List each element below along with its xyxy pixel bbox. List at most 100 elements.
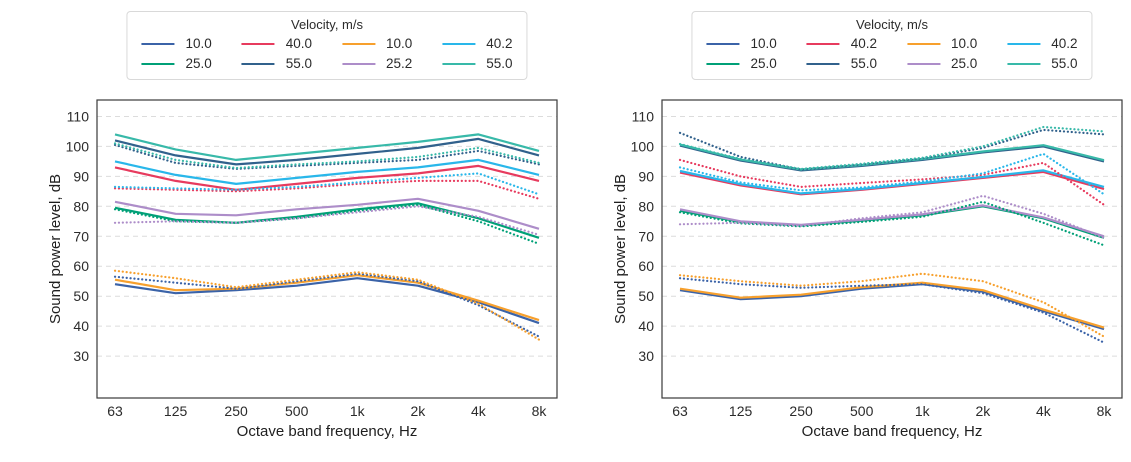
- legend-entry-label: 25.2: [386, 56, 413, 71]
- series-line-navy-solid-55.0: [114, 137, 540, 166]
- x-tick-label: 8k: [532, 403, 548, 419]
- legend-line-swatch: [806, 42, 840, 45]
- legend-line-swatch: [241, 62, 275, 65]
- legend-entry-label: 10.0: [750, 36, 777, 51]
- y-tick-label: 30: [73, 348, 89, 364]
- series-line-purple-dotted-25.0: [678, 194, 1106, 239]
- series-line-navy-solid-55.0: [679, 144, 1105, 172]
- left-chart: Velocity, m/s 10.0 40.0 10.0 40.2 25.0 55.0 25.…: [0, 0, 565, 462]
- legend: Velocity, m/s 10.0 40.0 10.0 40.2 25.0 55.0 25.…: [126, 11, 528, 80]
- y-tick-label: 100: [631, 138, 655, 154]
- legend-line-swatch: [806, 62, 840, 65]
- legend-entry-label: 40.2: [850, 36, 877, 51]
- series-line-cyan-dotted-40.2: [678, 152, 1106, 196]
- legend-entry: 55.0: [442, 56, 513, 71]
- legend-line-swatch: [907, 62, 940, 65]
- legend-line-swatch: [706, 42, 740, 45]
- legend-entry-label: 40.0: [285, 36, 312, 51]
- series-line-teal-dotted-55.0: [113, 142, 541, 170]
- legend-entry-label: 10.0: [951, 36, 978, 51]
- series-line-red-dotted-40.0: [113, 179, 541, 200]
- x-tick-label: 2k: [976, 403, 992, 419]
- legend-line-swatch: [706, 62, 740, 65]
- y-tick-label: 50: [73, 288, 89, 304]
- y-tick-label: 110: [632, 109, 655, 125]
- legend-line-swatch: [1007, 62, 1041, 65]
- y-tick-label: 60: [73, 258, 89, 274]
- y-tick-label: 90: [73, 168, 89, 184]
- x-tick-label: 4k: [1036, 403, 1052, 419]
- y-tick-label: 70: [73, 228, 89, 244]
- series-line-green-dotted-25.0: [678, 200, 1106, 247]
- series-line-blue-dotted-10.0: [678, 277, 1106, 344]
- series-line-orange-solid-10.0: [114, 274, 540, 322]
- y-tick-label: 110: [67, 109, 90, 125]
- legend: Velocity, m/s 10.0 40.2 10.0 40.2 25.0 55.0 25.…: [691, 11, 1093, 80]
- series-line-purple-solid-25.2: [114, 197, 540, 230]
- legend-line-swatch: [1007, 42, 1041, 45]
- plot-border: [661, 99, 1123, 399]
- y-tick-label: 70: [638, 228, 654, 244]
- x-tick-label: 63: [107, 403, 123, 419]
- legend-entry: 10.0: [342, 36, 412, 51]
- legend-line-swatch: [241, 42, 275, 45]
- series-line-purple-solid-25.0: [679, 204, 1105, 238]
- series-line-cyan-solid-40.2: [679, 169, 1105, 195]
- legend-line-swatch: [342, 62, 375, 65]
- legend-entry: 10.0: [706, 36, 777, 51]
- legend-entry: 40.0: [241, 36, 312, 51]
- plot-area: 110 100 90 80 70 60 50 40 30 63 125 250 500 1k 2k 4k 8k O…: [612, 99, 1123, 440]
- y-tick-label: 30: [638, 348, 654, 364]
- legend-entry-label: 55.0: [285, 56, 312, 71]
- y-tick-label: 40: [73, 318, 89, 334]
- x-tick-label: 4k: [471, 403, 487, 419]
- x-tick-label: 250: [789, 403, 813, 419]
- legend-entry: 55.0: [806, 56, 877, 71]
- x-tick-label: 250: [224, 403, 248, 419]
- legend-entry: 55.0: [241, 56, 312, 71]
- x-tick-label: 1k: [915, 403, 931, 419]
- series-line-blue-dotted-10.0: [113, 272, 541, 338]
- legend-line-swatch: [442, 62, 476, 65]
- legend-entry: 40.2: [1007, 36, 1078, 51]
- legend-line-swatch: [442, 42, 476, 45]
- x-tick-label: 8k: [1097, 403, 1113, 419]
- legend-line-swatch: [141, 62, 175, 65]
- x-tick-label: 63: [672, 403, 688, 419]
- legend-line-swatch: [342, 42, 375, 45]
- series-line-green-solid-25.0: [114, 202, 540, 239]
- x-tick-label: 125: [164, 403, 188, 419]
- series-line-teal-dotted-55.0: [678, 125, 1106, 170]
- series-line-orange-solid-10.0: [679, 281, 1105, 329]
- legend-line-swatch: [907, 42, 940, 45]
- x-tick-label: 2k: [411, 403, 427, 419]
- x-tick-label: 125: [729, 403, 753, 419]
- legend-entry-label: 10.0: [185, 36, 212, 51]
- y-axis-label: Sound power level, dB: [47, 174, 64, 324]
- legend-entry: 25.2: [342, 56, 412, 71]
- y-tick-label: 100: [66, 138, 90, 154]
- legend-entry-label: 55.0: [486, 56, 513, 71]
- y-tick-label: 50: [638, 288, 654, 304]
- y-tick-label: 90: [638, 168, 654, 184]
- x-tick-label: 1k: [350, 403, 366, 419]
- y-tick-label: 60: [638, 258, 654, 274]
- legend-entry-label: 25.0: [951, 56, 978, 71]
- legend-line-swatch: [141, 42, 175, 45]
- legend-entry-label: 40.2: [486, 36, 513, 51]
- legend-entry: 10.0: [141, 36, 212, 51]
- y-tick-label: 80: [73, 198, 89, 214]
- x-tick-label: 500: [850, 403, 874, 419]
- legend-entry: 25.0: [907, 56, 977, 71]
- series-line-orange-dotted-10.0: [113, 269, 541, 341]
- legend-entry-label: 40.2: [1051, 36, 1078, 51]
- x-tick-label: 500: [285, 403, 309, 419]
- plot-border: [96, 99, 558, 399]
- series-line-blue-solid-10.0: [679, 283, 1105, 331]
- plot-area: 110 100 90 80 70 60 50 40 30 63 125 250 500 1k 2k 4k 8k O…: [47, 99, 558, 440]
- legend-entry: 55.0: [1007, 56, 1078, 71]
- series-line-orange-dotted-10.0: [678, 272, 1106, 338]
- legend-entry-label: 10.0: [386, 36, 413, 51]
- series-line-navy-dotted-55.0: [113, 143, 541, 170]
